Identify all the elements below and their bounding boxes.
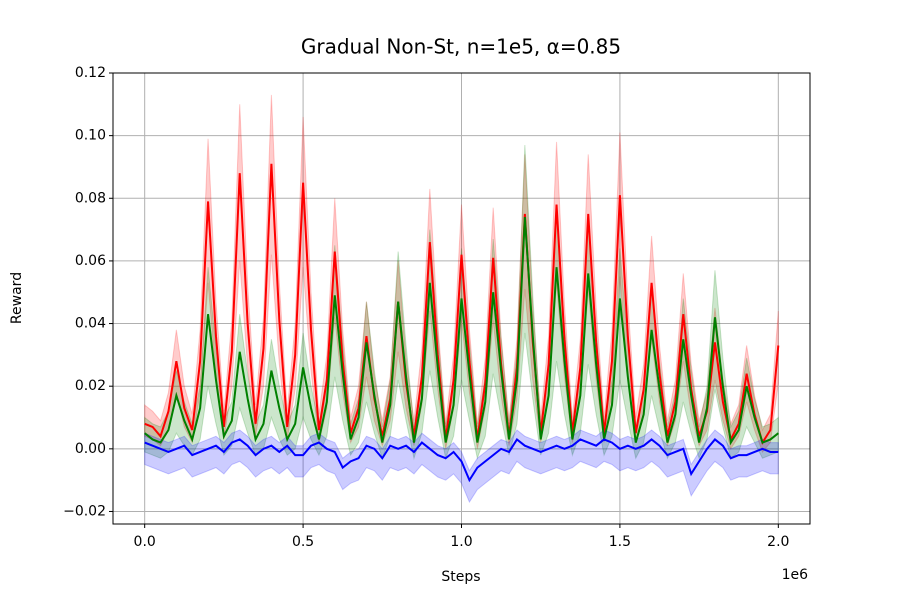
x-tick-label: 0.0 (134, 534, 156, 550)
x-tick-label: 0.5 (292, 534, 314, 550)
x-tick-label: 2.0 (767, 534, 789, 550)
y-axis-label: Reward (9, 272, 25, 324)
y-tick-label: 0.08 (75, 190, 106, 206)
y-tick-label: 0.06 (75, 253, 106, 269)
x-tick-label: 1.5 (609, 534, 631, 550)
line (144, 163, 780, 446)
y-tick-label: 0.00 (75, 441, 106, 457)
line (144, 437, 779, 483)
x-axis-label: Steps (441, 569, 480, 585)
chart-title: Gradual Non-St, n=1e5, α=0.85 (301, 35, 621, 59)
line (144, 217, 779, 446)
x-tick-label: 1.0 (450, 534, 472, 550)
y-tick-label: 0.12 (75, 65, 106, 81)
x-offset-label: 1e6 (782, 567, 809, 583)
y-tick-label: −0.02 (63, 503, 106, 519)
y-tick-label: 0.04 (75, 316, 106, 332)
y-tick-label: 0.10 (75, 128, 106, 144)
y-tick-label: 0.02 (75, 378, 106, 394)
plot-frame (112, 72, 811, 525)
